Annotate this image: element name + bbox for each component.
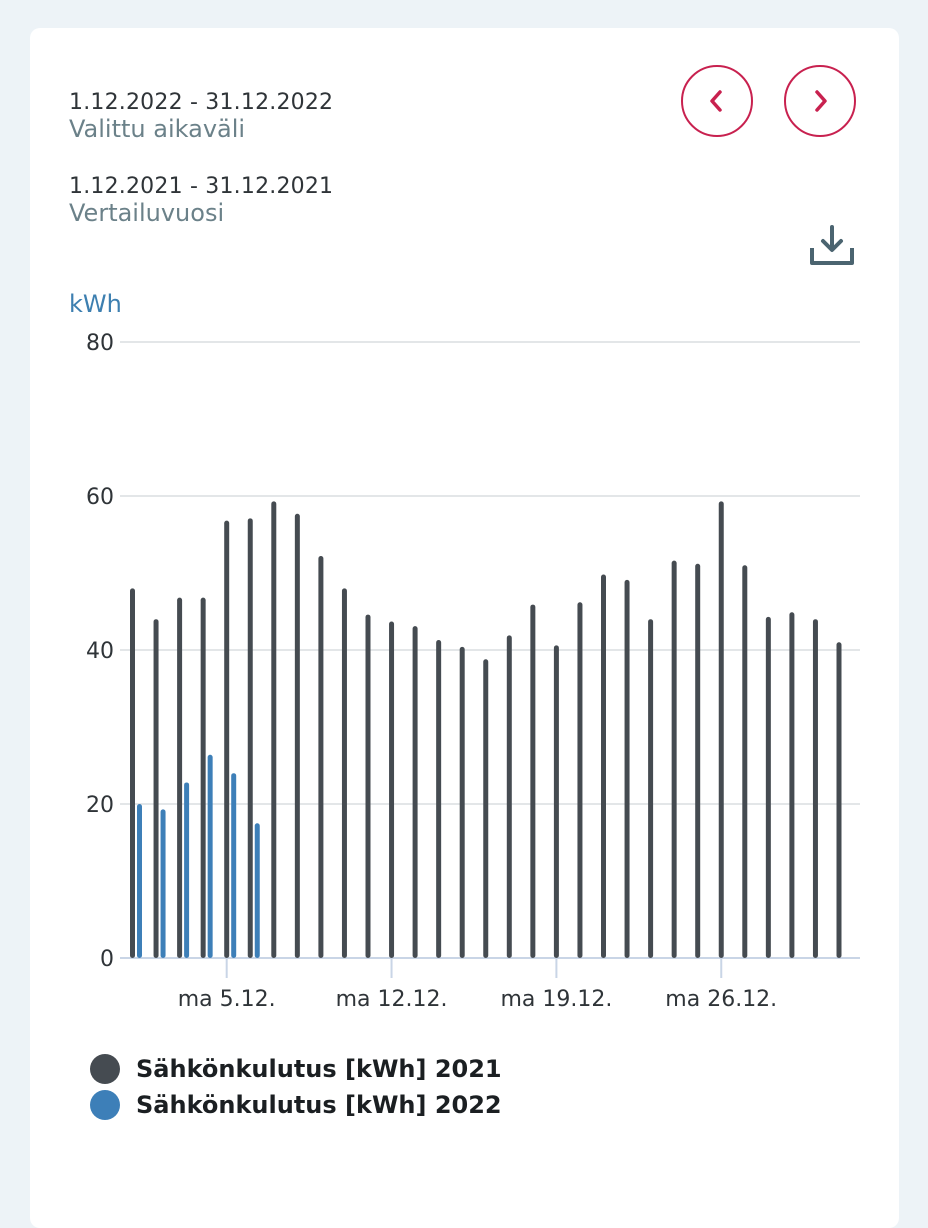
legend-marker-2021 xyxy=(90,1054,120,1084)
bar-2021 xyxy=(389,621,395,958)
bar-2021 xyxy=(412,626,418,958)
download-icon xyxy=(810,225,854,265)
comparison-range-caption: Vertailuvuosi xyxy=(69,199,225,227)
legend-label-2022: Sähkönkulutus [kWh] 2022 xyxy=(136,1091,502,1119)
bar-2021 xyxy=(718,501,724,958)
x-tick-label: ma 19.12. xyxy=(500,987,612,1012)
bar-2022 xyxy=(254,823,260,958)
bar-2021 xyxy=(247,518,253,958)
next-period-button[interactable] xyxy=(784,65,856,137)
selected-range: 1.12.2022 - 31.12.2022 Valittu aikaväli xyxy=(69,90,333,143)
bar-2021 xyxy=(553,645,559,958)
bar-2021 xyxy=(648,619,654,958)
bar-2021 xyxy=(341,588,347,958)
bar-2021 xyxy=(836,642,842,958)
bar-2021 xyxy=(742,565,748,958)
bar-2021 xyxy=(624,579,630,958)
chevron-left-icon xyxy=(710,90,722,112)
bar-2021 xyxy=(200,597,206,958)
bar-2022 xyxy=(160,809,166,958)
bar-2021 xyxy=(671,560,677,958)
comparison-range-dates: 1.12.2021 - 31.12.2021 xyxy=(69,174,334,199)
selected-range-dates: 1.12.2022 - 31.12.2022 xyxy=(69,90,334,115)
x-tick-label: ma 12.12. xyxy=(336,987,448,1012)
bar-2021 xyxy=(177,597,183,958)
bar-2022 xyxy=(137,804,142,958)
y-tick-label: 80 xyxy=(86,331,114,356)
bar-2021 xyxy=(506,635,512,958)
x-tick-label: ma 26.12. xyxy=(665,987,777,1012)
selected-range-caption: Valittu aikaväli xyxy=(69,115,246,143)
bar-2021 xyxy=(318,556,324,958)
bar-2021 xyxy=(365,614,371,958)
bar-2021 xyxy=(294,513,300,958)
bar-2021 xyxy=(436,639,442,958)
bar-2021 xyxy=(530,604,536,958)
legend-label-2021: Sähkönkulutus [kWh] 2021 xyxy=(136,1055,502,1083)
bar-2021 xyxy=(483,659,489,958)
chevron-right-icon xyxy=(815,90,827,112)
y-axis-unit-label: kWh xyxy=(69,290,122,318)
bar-2021 xyxy=(812,619,818,958)
x-tick-label: ma 5.12. xyxy=(178,987,276,1012)
bar-2021 xyxy=(601,574,606,958)
bar-2021 xyxy=(459,646,465,958)
bar-2021 xyxy=(153,619,159,958)
bar-2022 xyxy=(231,773,237,958)
bar-2021 xyxy=(224,520,230,958)
y-tick-label: 40 xyxy=(86,639,114,664)
previous-period-button[interactable] xyxy=(681,65,753,137)
download-button[interactable] xyxy=(808,224,856,268)
y-tick-label: 0 xyxy=(100,947,114,972)
bar-2021 xyxy=(271,501,277,958)
bar-2021 xyxy=(765,616,771,958)
comparison-range: 1.12.2021 - 31.12.2021 Vertailuvuosi xyxy=(69,174,333,227)
legend-marker-2022 xyxy=(90,1090,120,1120)
bar-2022 xyxy=(207,754,213,958)
bar-2021 xyxy=(695,563,701,958)
y-tick-label: 60 xyxy=(86,485,114,510)
consumption-bar-chart: 0 20 40 60 80 ma 5.12. ma 12.12. ma 19.12. ma 26… xyxy=(86,331,860,1012)
bar-2021 xyxy=(577,602,583,958)
bar-2021 xyxy=(130,588,135,958)
y-tick-label: 20 xyxy=(86,793,114,818)
bar-2021 xyxy=(789,612,795,958)
bar-2022 xyxy=(184,782,190,958)
chart-card: 1.12.2022 - 31.12.2022 Valittu aikaväli … xyxy=(30,28,899,1228)
